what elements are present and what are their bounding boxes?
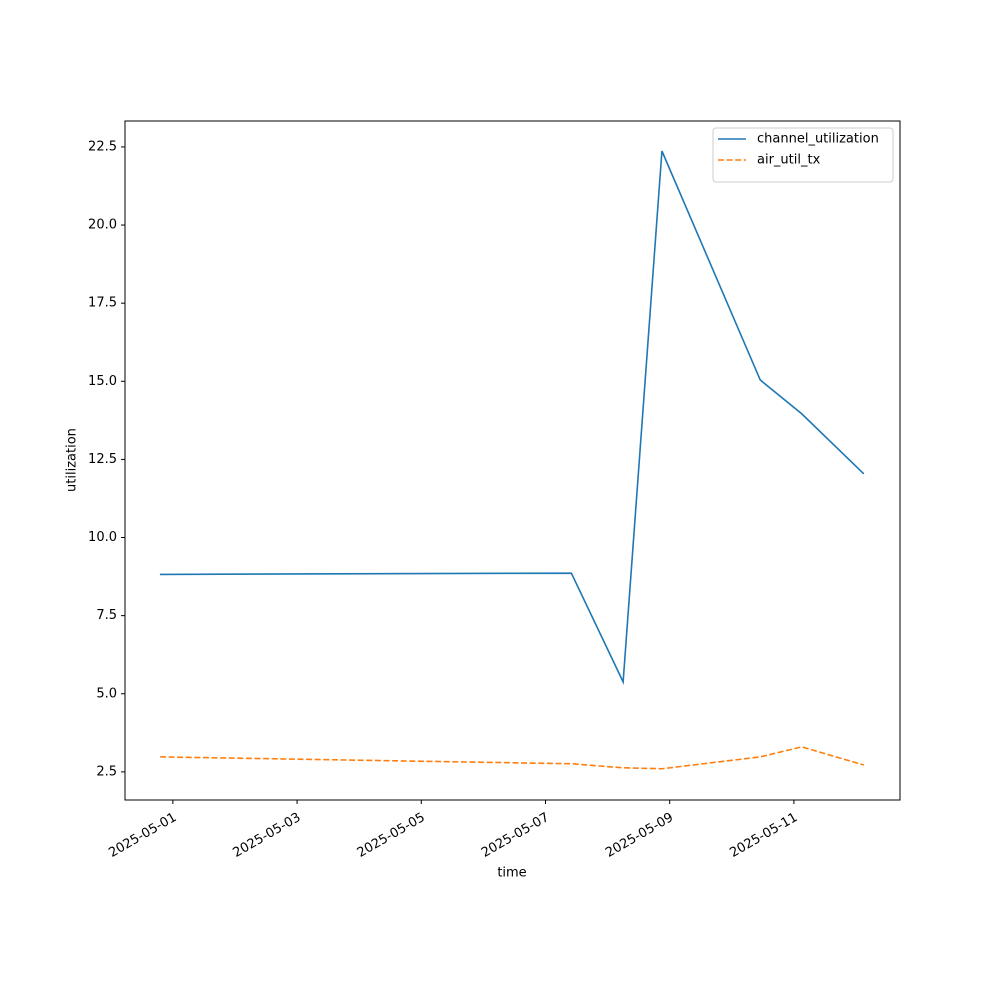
x-tick-label: 2025-05-05 [355,810,428,861]
plot-frame [124,120,901,801]
x-tick-label: 2025-05-11 [727,810,800,861]
legend-label: air_util_tx [757,153,821,168]
x-tick-label: 2025-05-03 [231,810,304,861]
y-tick-label: 2.5 [96,764,117,779]
y-tick-label: 12.5 [88,452,117,467]
legend-label: channel_utilization [757,132,879,147]
x-tick-label: 2025-05-07 [479,810,552,861]
legend-box [712,127,894,183]
x-tick-label: 2025-05-01 [106,810,179,861]
y-tick-label: 22.5 [88,139,117,154]
x-tick-label: 2025-05-09 [603,810,676,861]
y-tick-label: 5.0 [96,686,117,701]
y-tick-label: 7.5 [96,608,117,623]
y-tick-label: 15.0 [88,374,117,389]
series-line [159,150,865,685]
y-tick-label: 17.5 [88,296,117,311]
y-tick-label: 20.0 [88,218,117,233]
y-tick-label: 10.0 [88,530,117,545]
x-axis-label: time [497,866,526,881]
y-axis-label: utilization [65,428,80,492]
series-line [159,746,864,770]
